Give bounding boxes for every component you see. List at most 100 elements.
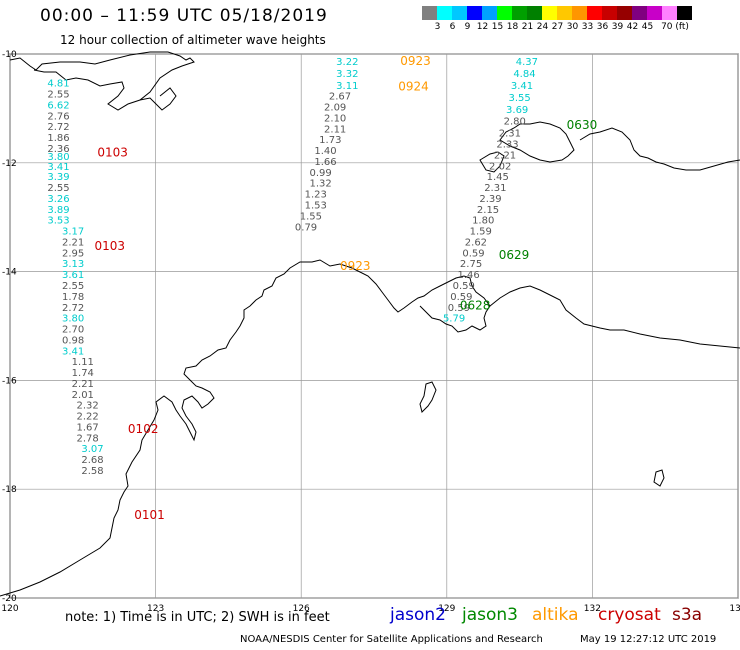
wave-height-value: 1.59: [470, 227, 492, 238]
wave-height-value: 3.80: [47, 152, 69, 163]
pass-time-label: 0103: [94, 239, 125, 253]
wave-height-value: 1.80: [472, 216, 494, 227]
wave-height-value: 1.45: [487, 172, 509, 183]
wave-height-value: 3.07: [81, 444, 103, 455]
map-title: 00:00 – 11:59 UTC 05/18/2019: [40, 6, 328, 26]
colorbar-swatch: [632, 6, 647, 20]
wave-height-value: 3.89: [47, 205, 69, 216]
wave-height-value: 2.01: [72, 390, 94, 401]
colorbar-label: 3: [434, 22, 441, 32]
wave-height-value: 1.86: [47, 133, 69, 144]
altimeter-tracks: 4.812.556.622.762.721.862.363.803.413.39…: [47, 57, 538, 477]
wave-height-value: 2.36: [47, 144, 69, 155]
wave-height-value: 3.13: [62, 259, 84, 270]
lon-tick-label: 129: [438, 604, 455, 614]
track-east: 4.374.843.413.553.692.802.312.332.212.02…: [443, 57, 538, 325]
colorbar-label: 24: [536, 22, 549, 32]
wave-height-value: 3.32: [336, 69, 358, 80]
wave-height-value: 0.59: [462, 248, 484, 259]
wave-height-value: 3.69: [506, 105, 528, 116]
lat-tick-label: -20: [2, 594, 17, 604]
colorbar-swatch: [422, 6, 437, 20]
wave-height-value: 2.21: [494, 150, 516, 161]
colorbar-label: 12: [476, 22, 489, 32]
wave-height-value: 2.68: [81, 455, 103, 466]
wave-height-value: 2.32: [77, 401, 99, 412]
wave-height-value: 2.80: [504, 117, 526, 128]
colorbar-swatch: [512, 6, 527, 20]
wave-height-value: 2.95: [62, 248, 84, 259]
colorbar-swatch: [452, 6, 467, 20]
wave-height-value: 2.62: [465, 237, 487, 248]
colorbar-label: 39: [611, 22, 624, 32]
colorbar-swatch: [647, 6, 662, 20]
wave-height-value: 1.11: [72, 357, 94, 368]
wave-height-value: 1.78: [62, 292, 84, 303]
wave-height-value: 2.55: [47, 183, 69, 194]
wave-height-value: 2.58: [81, 466, 103, 477]
wave-height-colorbar: [422, 6, 692, 20]
wave-height-value: 2.21: [72, 379, 94, 390]
pass-time-labels: 0923 0924 0630 0103 0103 0629 0923 0628 0102 0101: [94, 54, 597, 522]
colorbar-swatch: [557, 6, 572, 20]
wave-height-value: 2.11: [324, 124, 346, 135]
coast-east-arm: [489, 285, 740, 349]
wave-height-value: 2.15: [477, 205, 499, 216]
colorbar-swatch: [602, 6, 617, 20]
lon-tick-label: 132: [584, 604, 601, 614]
wave-height-value: 3.11: [336, 81, 358, 92]
legend-item-s3a: s3a: [672, 605, 703, 625]
wave-height-value: 2.67: [329, 92, 351, 103]
colorbar-swatch: [572, 6, 587, 20]
legend-item-cryosat: cryosat: [598, 605, 661, 625]
wave-height-value: 1.74: [72, 368, 94, 379]
colorbar-swatch: [467, 6, 482, 20]
wave-height-value: 2.39: [479, 194, 501, 205]
wave-height-value: 2.21: [62, 237, 84, 248]
wave-height-value: 4.81: [47, 79, 69, 90]
island-bathurst: [479, 151, 505, 173]
wave-height-value: 3.26: [47, 194, 69, 205]
lon-tick-label: 135: [729, 604, 740, 614]
wave-height-value: 3.41: [62, 346, 84, 357]
coast-top-end: [579, 127, 740, 171]
wave-height-value: 1.32: [309, 179, 331, 190]
pass-time-label: 0924: [398, 79, 429, 93]
colorbar-label: 6: [449, 22, 456, 32]
coastline: [0, 51, 740, 597]
pass-time-label: 0923: [340, 259, 371, 273]
wave-height-value: 2.33: [496, 140, 518, 151]
wave-height-value: 2.76: [47, 111, 69, 122]
wave-height-value: 3.61: [62, 270, 84, 281]
legend-item-jason2: jason2: [390, 605, 446, 625]
wave-height-value: 0.59: [448, 303, 470, 314]
colorbar-swatch: [662, 6, 677, 20]
colorbar-label: 36: [596, 22, 609, 32]
wave-height-value: 6.62: [47, 100, 69, 111]
wave-height-value: 2.09: [324, 103, 346, 114]
colorbar-swatch: [587, 6, 602, 20]
colorbar-label: 9: [464, 22, 471, 32]
island-timor: [9, 51, 195, 111]
wave-height-value: 3.41: [47, 162, 69, 173]
colorbar-swatch: [542, 6, 557, 20]
map-subtitle: 12 hour collection of altimeter wave hei…: [60, 33, 326, 47]
colorbar-label: 18: [506, 22, 519, 32]
island-small-1: [139, 87, 177, 111]
colorbar-label: 15: [491, 22, 504, 32]
wave-height-value: 3.39: [47, 172, 69, 183]
lon-tick-label: 120: [1, 604, 18, 614]
lat-tick-label: -12: [2, 159, 17, 169]
wave-height-value: 2.22: [77, 412, 99, 423]
wave-height-value: 0.59: [453, 281, 475, 292]
wave-height-value: 2.31: [484, 183, 506, 194]
pass-time-label: 0103: [97, 145, 128, 159]
colorbar-swatch: [497, 6, 512, 20]
pass-time-label: 0629: [499, 248, 530, 262]
wave-height-value: 4.84: [513, 69, 535, 80]
wave-height-value: 2.70: [62, 325, 84, 336]
track-west: 4.812.556.622.762.721.862.363.803.413.39…: [47, 79, 103, 477]
pass-time-label: 0628: [460, 299, 491, 313]
wave-height-value: 2.02: [489, 161, 511, 172]
